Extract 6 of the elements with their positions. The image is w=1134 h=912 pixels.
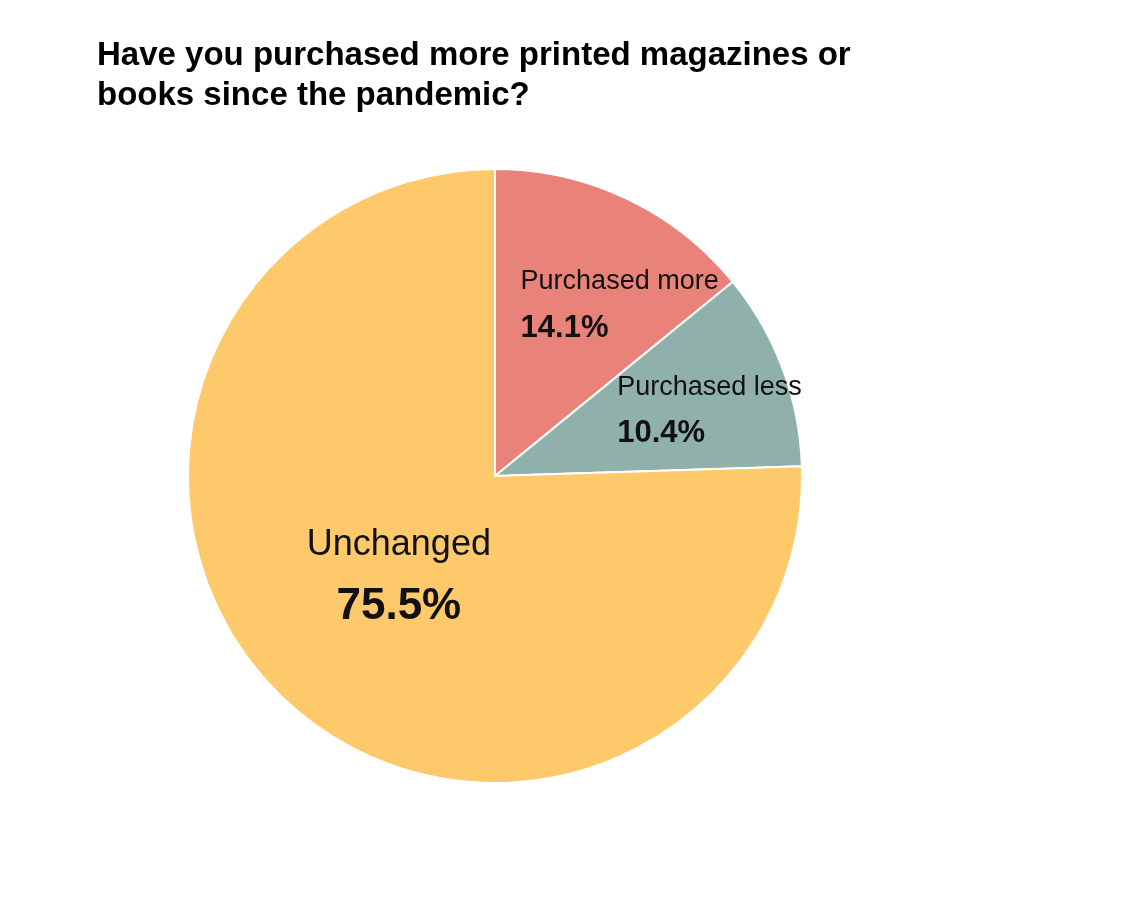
chart-title: Have you purchased more printed magazines or books since the pandemic? (97, 34, 852, 114)
data-label: 14.1% (520, 308, 609, 344)
data-label: 10.4% (617, 413, 706, 449)
data-label: 75.5% (336, 579, 462, 629)
slice-label: Unchanged (306, 522, 491, 564)
slice-label: Purchased more (520, 265, 719, 296)
